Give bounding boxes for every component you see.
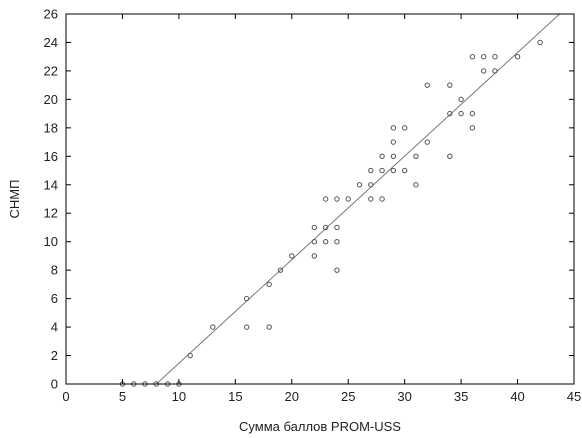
x-tick-label: 10 <box>172 389 186 404</box>
y-tick-label: 10 <box>44 234 58 249</box>
y-tick-label: 18 <box>44 120 58 135</box>
x-axis-label: Сумма баллов PROM-USS <box>239 419 401 434</box>
x-tick-label: 0 <box>62 389 69 404</box>
data-point <box>390 167 397 174</box>
data-point <box>334 196 340 202</box>
y-tick-label: 8 <box>51 263 58 278</box>
data-point <box>537 39 543 46</box>
data-point <box>289 253 295 259</box>
y-tick-label: 6 <box>51 291 58 306</box>
x-tick-label: 25 <box>341 389 355 404</box>
data-point <box>379 167 385 174</box>
data-point <box>243 295 250 302</box>
x-tick-label: 5 <box>119 389 126 404</box>
plot-area <box>119 14 561 387</box>
x-tick-label: 15 <box>228 389 242 404</box>
data-point <box>187 352 193 359</box>
data-point <box>480 68 487 74</box>
data-point <box>492 68 498 74</box>
data-point <box>469 125 476 131</box>
data-point <box>424 82 430 88</box>
data-point <box>210 324 216 330</box>
y-tick-label: 14 <box>44 177 58 192</box>
y-tick-label: 20 <box>44 92 58 107</box>
x-tick-label: 45 <box>567 389 581 404</box>
y-tick-label: 24 <box>44 35 58 50</box>
data-point <box>266 281 272 288</box>
regression-line <box>155 14 561 384</box>
data-point <box>334 238 340 245</box>
data-point <box>390 153 397 160</box>
axes: 0 5 10 15 20 25 30 35 40 450246810121416182022242… <box>44 7 582 405</box>
data-point <box>368 167 374 174</box>
data-point <box>322 224 329 231</box>
data-point <box>334 267 340 273</box>
y-axis-label: СНМП <box>7 180 22 219</box>
data-point <box>424 139 430 145</box>
x-tick-label: 35 <box>454 389 468 404</box>
y-tick-label: 16 <box>44 149 58 164</box>
data-point <box>480 53 487 60</box>
data-point <box>345 196 351 202</box>
y-tick-label: 4 <box>51 320 58 335</box>
data-point <box>401 167 408 174</box>
data-point <box>401 125 408 131</box>
data-point <box>368 182 374 188</box>
x-tick-label: 20 <box>285 389 299 404</box>
data-point <box>322 238 329 245</box>
data-point <box>311 238 318 245</box>
data-point <box>492 53 498 60</box>
y-tick-label: 22 <box>44 63 58 78</box>
data-point <box>447 153 453 160</box>
y-tick-label: 12 <box>44 206 58 221</box>
data-point <box>390 125 397 131</box>
data-point <box>458 110 464 117</box>
y-tick-label: 0 <box>51 377 58 392</box>
data-point <box>458 96 464 103</box>
data-point <box>311 253 318 259</box>
data-point <box>447 82 453 88</box>
data-point <box>413 182 419 188</box>
data-point <box>277 267 284 273</box>
data-point <box>311 224 318 231</box>
data-point <box>413 153 419 160</box>
plot-frame <box>65 13 575 385</box>
data-point <box>379 153 385 160</box>
data-point <box>514 53 521 60</box>
data-point <box>390 139 397 145</box>
data-point <box>266 324 272 330</box>
data-point <box>334 224 340 231</box>
y-tick-label: 26 <box>44 7 58 22</box>
data-point <box>469 110 476 117</box>
x-tick-label: 30 <box>397 389 411 404</box>
data-point <box>469 53 476 60</box>
data-point <box>379 196 385 202</box>
data-point <box>368 196 374 202</box>
data-point <box>356 182 363 188</box>
x-tick-label: 40 <box>510 389 524 404</box>
data-point <box>322 196 329 202</box>
data-point <box>243 324 250 330</box>
y-tick-label: 2 <box>51 348 58 363</box>
data-point <box>447 110 453 117</box>
